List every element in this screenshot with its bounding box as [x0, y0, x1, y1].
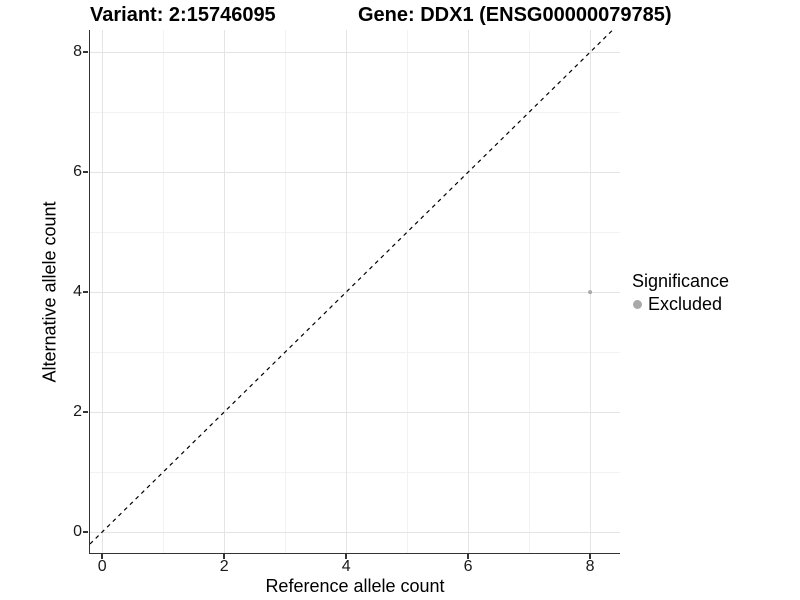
y-tick-label: 2 [73, 403, 82, 421]
data-point [588, 290, 593, 295]
x-major-gridline [223, 30, 225, 553]
x-tick-label: 6 [463, 558, 473, 575]
y-axis-line [88, 30, 90, 554]
x-major-gridline [467, 30, 469, 553]
x-tick-mark [223, 554, 225, 559]
legend: Significance Excluded [630, 271, 729, 315]
y-tick-mark [83, 531, 88, 533]
y-tick-mark [83, 291, 88, 293]
y-major-gridline [90, 531, 620, 533]
x-minor-gridline [162, 30, 164, 553]
x-tick-mark [589, 554, 591, 559]
y-minor-gridline [90, 111, 620, 113]
x-major-gridline [101, 30, 103, 553]
x-minor-gridline [528, 30, 530, 553]
identity-line [90, 30, 614, 545]
legend-title: Significance [632, 271, 730, 291]
plot-title-gene: Gene: DDX1 (ENSG00000079785) [358, 4, 672, 26]
legend-item-label: Excluded [648, 294, 723, 314]
y-tick-label: 6 [73, 163, 82, 181]
y-minor-gridline [90, 471, 620, 473]
y-tick-label: 4 [73, 283, 82, 301]
y-minor-gridline [90, 231, 620, 233]
x-tick-label: 2 [219, 558, 229, 575]
y-major-gridline [90, 291, 620, 293]
x-major-gridline [345, 30, 347, 553]
y-major-gridline [90, 411, 620, 413]
x-axis-title: Reference allele count [265, 576, 445, 596]
x-tick-label: 4 [341, 558, 351, 575]
y-tick-label: 0 [73, 523, 82, 540]
x-tick-mark [345, 554, 347, 559]
excluded-point-icon [633, 300, 642, 309]
x-tick-mark [101, 554, 103, 559]
x-tick-label: 0 [97, 558, 107, 575]
y-major-gridline [90, 171, 620, 173]
x-tick-label: 8 [585, 558, 595, 575]
y-tick-mark [83, 411, 88, 413]
y-tick-mark [83, 171, 88, 173]
y-major-gridline [90, 51, 620, 53]
y-axis-title: Alternative allele count [39, 201, 60, 383]
legend-item-excluded: Excluded [630, 294, 729, 315]
x-axis-line [88, 552, 620, 554]
y-tick-label: 8 [73, 43, 82, 61]
y-minor-gridline [90, 351, 620, 353]
x-tick-mark [467, 554, 469, 559]
plot-panel [90, 30, 620, 553]
y-tick-mark [83, 51, 88, 53]
x-minor-gridline [406, 30, 408, 553]
plot-title-variant: Variant: 2:15746095 [90, 4, 276, 26]
x-minor-gridline [284, 30, 286, 553]
panel-drawing [90, 30, 614, 545]
